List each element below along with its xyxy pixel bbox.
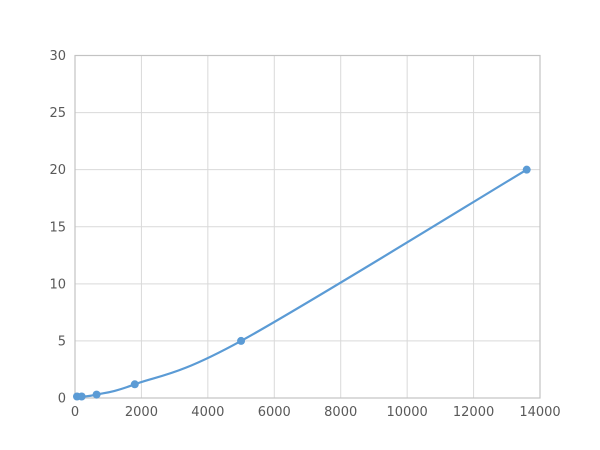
- data-point-marker: [77, 392, 86, 401]
- x-axis-tick-label: 0: [71, 405, 79, 420]
- x-axis-tick-label: 8000: [324, 405, 357, 420]
- y-axis-tick-label: 5: [58, 334, 66, 349]
- data-point-marker: [522, 165, 531, 174]
- x-axis-tick-label: 4000: [191, 405, 224, 420]
- data-point-marker: [92, 390, 101, 399]
- y-axis-tick-label: 0: [58, 392, 66, 407]
- x-axis-tick-label: 2000: [125, 405, 158, 420]
- y-axis-tick-label: 30: [49, 49, 66, 64]
- data-point-marker: [130, 380, 139, 389]
- x-axis-tick-label: 10000: [386, 405, 427, 420]
- data-point-marker: [237, 336, 246, 345]
- y-axis-tick-label: 20: [49, 163, 66, 178]
- x-axis-tick-label: 14000: [519, 405, 560, 420]
- x-axis-tick-label: 12000: [453, 405, 494, 420]
- y-axis-tick-label: 10: [49, 277, 66, 292]
- plot-border: [74, 54, 541, 399]
- x-axis-tick-label: 6000: [258, 405, 291, 420]
- y-axis-tick-label: 15: [49, 220, 66, 235]
- y-axis-tick-label: 25: [49, 106, 66, 121]
